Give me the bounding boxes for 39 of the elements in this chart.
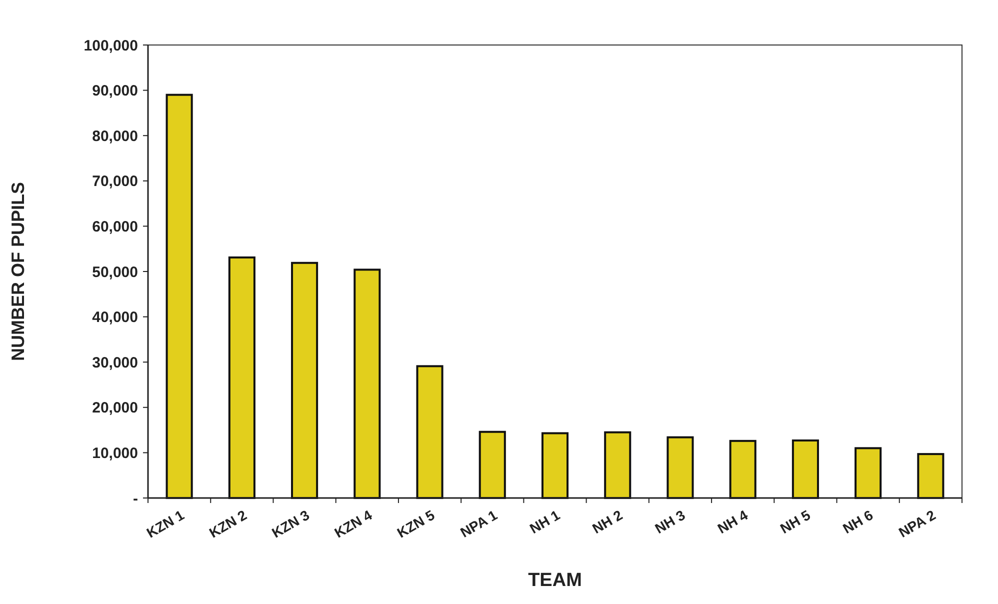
x-tick-label: KZN 2 bbox=[206, 506, 250, 541]
x-axis-title: TEAM bbox=[528, 570, 582, 591]
bar bbox=[792, 439, 819, 499]
x-tick-label: KZN 1 bbox=[144, 506, 187, 541]
x-tick-label: NH 5 bbox=[777, 506, 814, 537]
y-tick-label: 40,000 bbox=[92, 309, 138, 326]
y-axis-title: NUMBER OF PUPILS bbox=[8, 182, 28, 362]
bar bbox=[166, 94, 193, 499]
bar bbox=[604, 431, 632, 499]
x-tick-label: KZN 3 bbox=[269, 506, 312, 541]
x-tick-label: NH 3 bbox=[652, 506, 688, 537]
bar bbox=[729, 440, 756, 499]
bar bbox=[541, 432, 569, 499]
y-tick-label: 100,000 bbox=[84, 37, 138, 54]
bar bbox=[666, 436, 694, 499]
y-tick-label: 10,000 bbox=[92, 444, 138, 462]
y-tick-label: 90,000 bbox=[92, 82, 138, 100]
x-tick-label: NH 4 bbox=[714, 506, 751, 537]
bar bbox=[354, 268, 381, 499]
x-tick-label: NH 6 bbox=[840, 506, 876, 537]
x-tick-label: NH 1 bbox=[526, 506, 563, 537]
y-tick-label: - bbox=[133, 490, 138, 508]
bar bbox=[478, 430, 506, 499]
y-tick-label: 20,000 bbox=[92, 400, 138, 417]
bar bbox=[917, 453, 944, 499]
y-tick-label: 50,000 bbox=[92, 264, 138, 281]
x-tick-label: KZN 5 bbox=[394, 506, 438, 541]
y-tick-label: 70,000 bbox=[92, 173, 138, 190]
bar bbox=[854, 447, 882, 499]
bar bbox=[228, 256, 256, 499]
bar bbox=[291, 262, 318, 499]
y-tick-label: 30,000 bbox=[92, 354, 138, 372]
x-tick-label: NPA 1 bbox=[458, 506, 500, 540]
x-tick-label: NPA 2 bbox=[896, 506, 938, 540]
bar bbox=[416, 365, 444, 499]
y-tick-label: 60,000 bbox=[92, 218, 138, 236]
x-tick-label: KZN 4 bbox=[332, 506, 375, 541]
x-tick-label: NH 2 bbox=[589, 506, 626, 537]
y-tick-label: 80,000 bbox=[92, 128, 138, 145]
